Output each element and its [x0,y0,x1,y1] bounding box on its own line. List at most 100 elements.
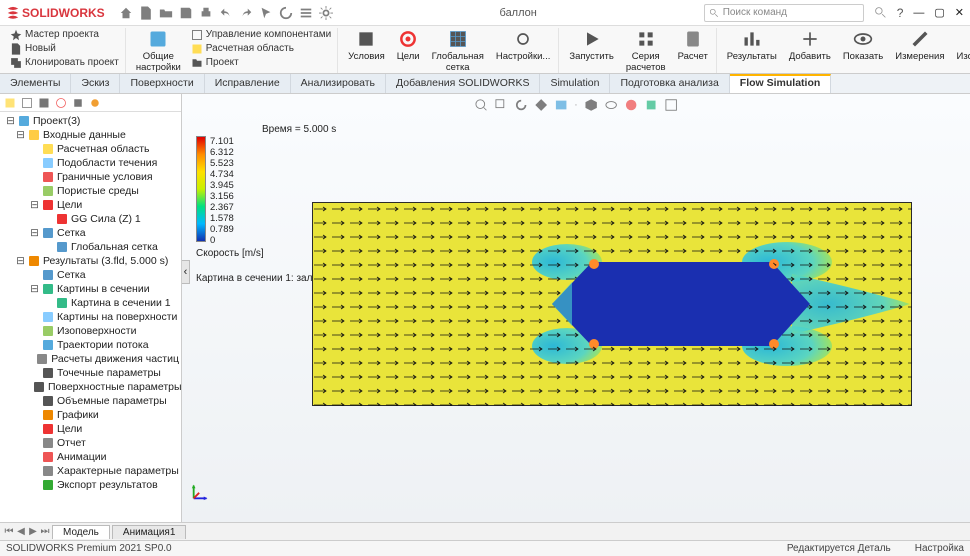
tree-node[interactable]: Картина в сечении 1 [2,296,179,310]
tree-node[interactable]: ⊟Результаты (3.fld, 5.000 s) [2,254,179,268]
tree-node[interactable]: Поверхностные параметры [2,380,179,394]
clone-project-button[interactable]: Клонировать проект [10,56,119,69]
wizard-button[interactable]: Мастер проекта [10,28,119,41]
project-button[interactable]: Проект [191,56,331,69]
minimize-button[interactable]: — [913,7,924,19]
tree-node[interactable]: Графики [2,408,179,422]
panel-icon-4[interactable] [55,97,67,109]
open-icon[interactable] [159,6,173,20]
zoom-area-icon[interactable] [494,98,508,112]
tree-node[interactable]: ⊟Картины в сечении [2,282,179,296]
command-tab[interactable]: Flow Simulation [730,74,832,93]
new-icon[interactable] [139,6,153,20]
char-icon [42,465,54,477]
panel-icon-2[interactable] [21,97,33,109]
home-icon[interactable] [119,6,133,20]
tree-node[interactable]: Картины на поверхности [2,310,179,324]
command-tab[interactable]: Эскиз [71,74,120,93]
sheet-nav[interactable]: ⏮◀▶⏭ [4,526,50,537]
print-icon[interactable] [199,6,213,20]
tree-node[interactable]: Подобласти течения [2,156,179,170]
conditions-button[interactable]: Условия [346,28,387,63]
calc-domain-button[interactable]: Расчетная область [191,42,331,55]
tree-node[interactable]: GG Сила (Z) 1 [2,212,179,226]
new-project-button[interactable]: Новый [10,42,119,55]
panel-splitter[interactable]: ‹ [182,260,190,284]
panel-icon-5[interactable] [72,97,84,109]
tree-node[interactable]: Отчет [2,436,179,450]
tree-node[interactable]: Анимации [2,450,179,464]
animation-tab[interactable]: Анимация1 [112,525,187,539]
graphics-viewport[interactable]: · Время = 5.000 s 7.1016.3125.5234.7343.… [182,94,970,522]
tree-node[interactable]: Расчеты движения частиц [2,352,179,366]
model-tab[interactable]: Модель [52,525,110,539]
tree-node[interactable]: Объемные параметры [2,394,179,408]
results-button[interactable]: Результаты [725,28,779,63]
appearance-icon[interactable] [624,98,638,112]
redo-icon[interactable] [239,6,253,20]
command-tab[interactable]: Добавления SOLIDWORKS [386,74,540,93]
help-icon[interactable]: ? [897,6,904,20]
undo-icon[interactable] [219,6,233,20]
select-icon[interactable] [259,6,273,20]
view-cube-icon[interactable] [584,98,598,112]
scene-icon[interactable] [644,98,658,112]
tree-node[interactable]: Граничные условия [2,170,179,184]
tree-node[interactable]: Глобальная сетка [2,240,179,254]
command-tab[interactable]: Подготовка анализа [610,74,729,93]
command-tab[interactable]: Simulation [540,74,610,93]
measure-button[interactable]: Измерения [893,28,946,63]
series-button[interactable]: Серия расчетов [624,28,668,74]
image-button[interactable]: Изображение [955,28,970,63]
show-button[interactable]: Показать [841,28,885,63]
command-tab[interactable]: Анализировать [291,74,386,93]
maximize-button[interactable]: ▢ [934,6,944,19]
options-icon[interactable] [299,6,313,20]
save-icon[interactable] [179,6,193,20]
tree-node[interactable]: Характерные параметры [2,464,179,478]
orientation-triad[interactable] [190,480,212,502]
tree-label: Картина в сечении 1 [71,297,171,309]
tree-node[interactable]: ⊟Проект(3) [2,114,179,128]
tree-node[interactable]: ⊟Сетка [2,226,179,240]
search-icon-2[interactable] [874,6,887,19]
zoom-fit-icon[interactable] [474,98,488,112]
part-icon [36,353,48,365]
rebuild-icon[interactable] [279,6,293,20]
feature-tree[interactable]: ⊟Проект(3)⊟Входные данныеРасчетная облас… [0,112,181,522]
manage-components-button[interactable]: Управление компонентами [191,28,331,41]
tree-node[interactable]: Цели [2,422,179,436]
hide-show-icon[interactable] [604,98,618,112]
panel-icon-3[interactable] [38,97,50,109]
panel-icon-1[interactable] [4,97,16,109]
tree-node[interactable]: ⊟Цели [2,198,179,212]
vp-sep: · [574,99,578,111]
tree-node[interactable]: Экспорт результатов [2,478,179,492]
add-button[interactable]: Добавить [787,28,833,63]
global-mesh-button[interactable]: Глобальная сетка [430,28,486,74]
display-style-icon[interactable] [554,98,568,112]
tree-node[interactable]: Точечные параметры [2,366,179,380]
tree-node[interactable]: Траектории потока [2,338,179,352]
search-box[interactable]: Поиск команд [704,4,864,22]
tree-node[interactable]: Изоповерхности [2,324,179,338]
section-icon[interactable] [534,98,548,112]
close-button[interactable]: ✕ [955,6,964,19]
mesh-settings-button[interactable]: Настройки... [494,28,553,63]
tree-node[interactable]: ⊟Входные данные [2,128,179,142]
settings-vp-icon[interactable] [664,98,678,112]
tree-node[interactable]: Расчетная область [2,142,179,156]
general-settings-button[interactable]: Общие настройки [134,28,183,74]
calc-button[interactable]: Расчет [676,28,710,63]
command-tab[interactable]: Поверхности [120,74,204,93]
command-tab[interactable]: Исправление [205,74,291,93]
gear-icon[interactable] [319,6,333,20]
goals-button[interactable]: Цели [395,28,422,63]
tree-label: Поверхностные параметры [48,381,181,393]
tree-node[interactable]: Пористые среды [2,184,179,198]
panel-icon-6[interactable] [89,97,101,109]
rotate-icon[interactable] [514,98,528,112]
command-tab[interactable]: Элементы [0,74,71,93]
tree-node[interactable]: Сетка [2,268,179,282]
run-button[interactable]: Запустить [567,28,616,63]
